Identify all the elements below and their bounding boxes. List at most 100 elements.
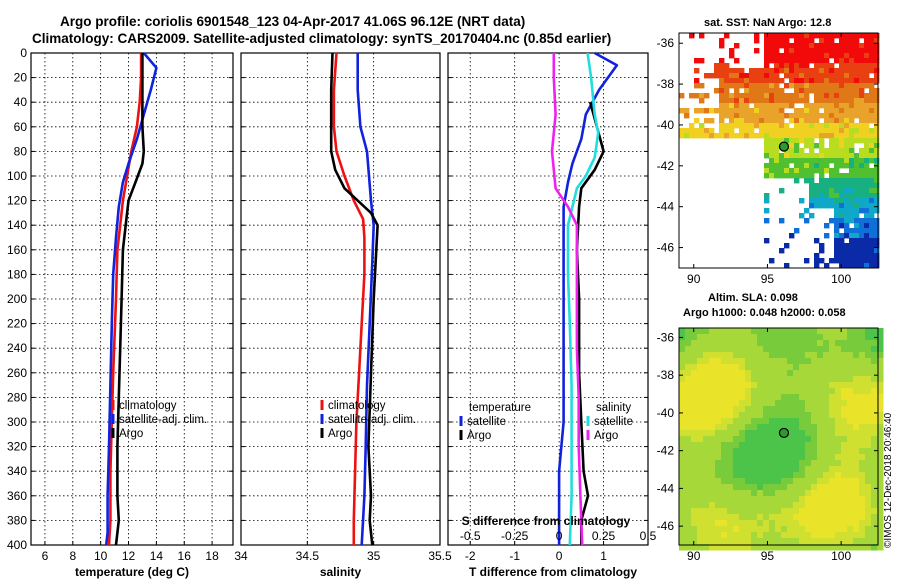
- sla-cell: [709, 406, 716, 413]
- sla-cell: [841, 490, 848, 497]
- sst-cell: [729, 108, 735, 114]
- sst-cell: [764, 218, 770, 224]
- sla-cell: [871, 436, 878, 443]
- sla-cell: [835, 442, 842, 449]
- sst-cell: [874, 68, 880, 74]
- sla-cell: [871, 520, 878, 527]
- sst-cell: [774, 143, 780, 149]
- sst-cell: [784, 173, 790, 179]
- sla-cell: [793, 442, 800, 449]
- sla-cell: [691, 484, 698, 491]
- sla-cell: [697, 460, 704, 467]
- sst-cell: [864, 263, 870, 269]
- sla-cell: [793, 532, 800, 539]
- sla-cell: [841, 430, 848, 437]
- sla-cell: [853, 544, 860, 551]
- sst-cell: [829, 203, 835, 209]
- sst-cell: [829, 198, 835, 204]
- sla-cell: [727, 400, 734, 407]
- sla-cell: [739, 340, 746, 347]
- sla-cell: [787, 424, 794, 431]
- sla-cell: [865, 514, 872, 521]
- sla-cell: [739, 370, 746, 377]
- sst-cell: [719, 88, 725, 94]
- sla-cell: [787, 412, 794, 419]
- sla-cell: [727, 442, 734, 449]
- sst-cell: [689, 93, 695, 99]
- sla-cell: [727, 448, 734, 455]
- sla-cell: [877, 430, 884, 437]
- y-tick-label: 300: [7, 415, 27, 429]
- sst-cell: [839, 63, 845, 69]
- sla-cell: [829, 454, 836, 461]
- sst-cell: [779, 108, 785, 114]
- sla-cell: [721, 490, 728, 497]
- sla-cell: [679, 448, 686, 455]
- sst-cell: [834, 108, 840, 114]
- sla-cell: [877, 370, 884, 377]
- sla-cell: [811, 448, 818, 455]
- sst-cell: [804, 143, 810, 149]
- sla-cell: [751, 418, 758, 425]
- sla-cell: [763, 388, 770, 395]
- sla-cell: [697, 472, 704, 479]
- sla-cell: [817, 412, 824, 419]
- sla-cell: [793, 394, 800, 401]
- sst-cell: [869, 158, 875, 164]
- sst-cell: [799, 98, 805, 104]
- sla-cell: [841, 358, 848, 365]
- sst-cell: [824, 233, 830, 239]
- sst-cell: [784, 163, 790, 169]
- sla-cell: [859, 478, 866, 485]
- sst-cell: [874, 48, 880, 54]
- sst-cell: [814, 73, 820, 79]
- sst-cell: [789, 148, 795, 154]
- sla-cell: [835, 514, 842, 521]
- sst-cell: [834, 78, 840, 84]
- sst-cell: [849, 63, 855, 69]
- sla-cell: [709, 544, 716, 551]
- sla-cell: [853, 400, 860, 407]
- sst-cell: [729, 68, 735, 74]
- sst-cell: [864, 103, 870, 109]
- sla-cell: [733, 490, 740, 497]
- sla-cell: [763, 526, 770, 533]
- sst-cell: [779, 133, 785, 139]
- sst-cell: [764, 63, 770, 69]
- sst-cell: [724, 63, 730, 69]
- sst-cell: [869, 218, 875, 224]
- sst-cell: [809, 88, 815, 94]
- sst-cell: [854, 73, 860, 79]
- sst-cell: [799, 123, 805, 129]
- sla-cell: [865, 526, 872, 533]
- sla-cell: [835, 418, 842, 425]
- sla-cell: [763, 364, 770, 371]
- sst-cell: [759, 108, 765, 114]
- sst-cell: [819, 73, 825, 79]
- sst-cell: [754, 78, 760, 84]
- sla-cell: [871, 406, 878, 413]
- sst-cell: [734, 83, 740, 89]
- sla-cell: [787, 520, 794, 527]
- sst-cell: [824, 178, 830, 184]
- sst-cell: [874, 183, 880, 189]
- sst-cell: [839, 163, 845, 169]
- sla-cell: [829, 448, 836, 455]
- sla-cell: [811, 424, 818, 431]
- sla-cell: [853, 424, 860, 431]
- sla-cell: [841, 436, 848, 443]
- sst-cell: [779, 93, 785, 99]
- sla-cell: [841, 340, 848, 347]
- sla-cell: [685, 496, 692, 503]
- sla-cell: [793, 376, 800, 383]
- sst-cell: [719, 123, 725, 129]
- sst-cell: [824, 128, 830, 134]
- sla-cell: [877, 340, 884, 347]
- sst-cell: [869, 133, 875, 139]
- sla-cell: [859, 394, 866, 401]
- sla-cell: [829, 478, 836, 485]
- sla-cell: [691, 496, 698, 503]
- sst-cell: [874, 193, 880, 199]
- sst-cell: [714, 68, 720, 74]
- sla-cell: [751, 520, 758, 527]
